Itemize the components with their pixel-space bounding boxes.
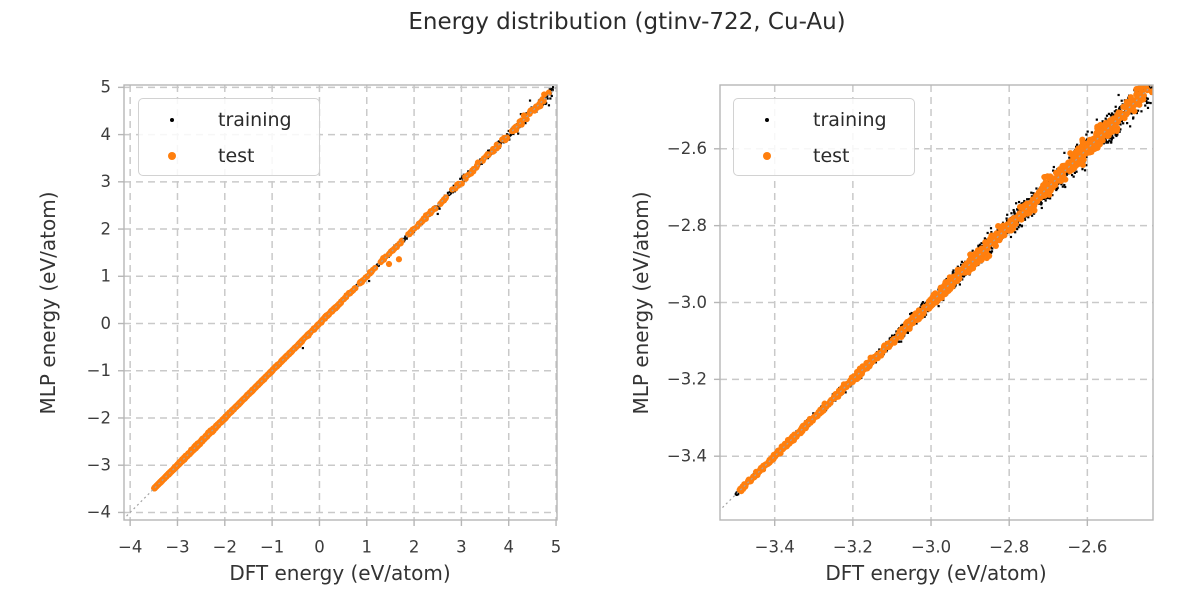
right-plot-x-axis-label: DFT energy (eV/atom)	[825, 561, 1047, 585]
test-marker-icon	[763, 152, 771, 160]
left-plot-y-axis-label: MLP energy (eV/atom)	[36, 191, 60, 415]
legend-item-training: training	[139, 102, 319, 138]
right-plot-legend: training test	[733, 98, 915, 176]
training-marker-icon	[765, 118, 769, 122]
legend-label-test: test	[218, 145, 255, 167]
left-plot-legend: training test	[138, 98, 320, 176]
legend-label-test: test	[813, 145, 850, 167]
right-plot-y-axis-label: MLP energy (eV/atom)	[629, 191, 653, 415]
test-marker-icon	[168, 152, 176, 160]
figure-title: Energy distribution (gtinv-722, Cu-Au)	[408, 9, 846, 35]
training-marker-icon	[170, 118, 174, 122]
left-plot-x-axis-label: DFT energy (eV/atom)	[229, 561, 451, 585]
legend-label-training: training	[813, 109, 887, 131]
legend-label-training: training	[218, 109, 292, 131]
legend-item-training: training	[734, 102, 914, 138]
legend-item-test: test	[734, 138, 914, 174]
legend-item-test: test	[139, 138, 319, 174]
